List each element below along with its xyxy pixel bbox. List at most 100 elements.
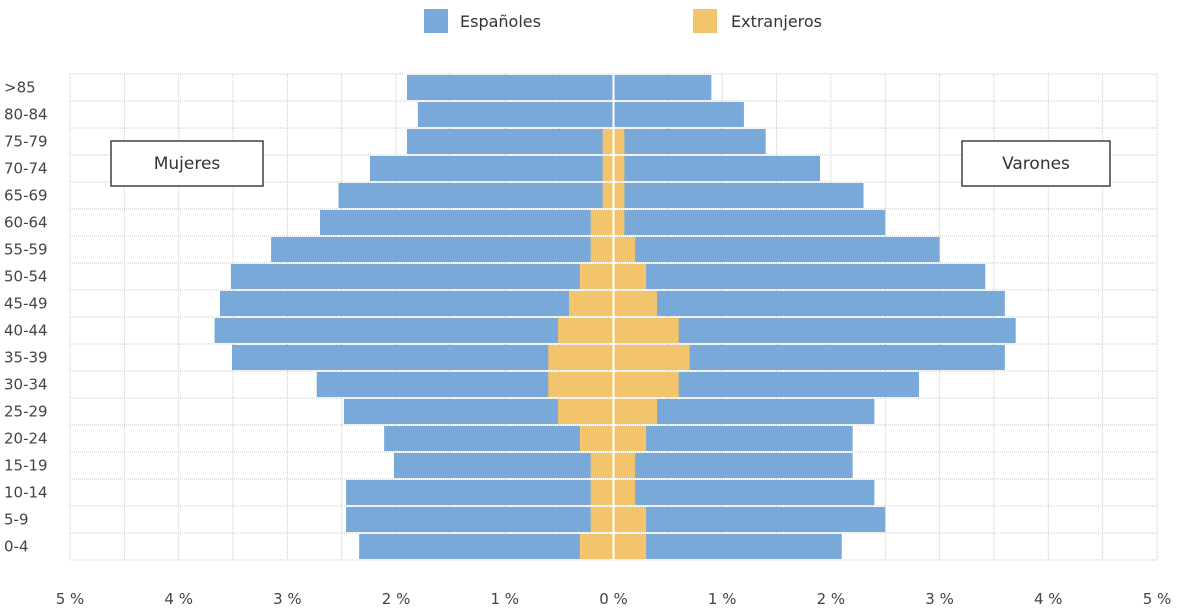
age-tick-label: 25-29 <box>4 403 48 421</box>
bar-mujeres-extranjeros-20-24 <box>579 426 614 451</box>
bar-mujeres-extranjeros-25-29 <box>558 399 614 424</box>
age-tick-label: 40-44 <box>4 322 48 340</box>
varones-label: Varones <box>1002 154 1070 174</box>
bar-varones-extranjeros-50-54 <box>613 264 647 289</box>
age-tick-label: 75-79 <box>4 133 48 151</box>
percent-tick-label: 0 % <box>599 590 628 608</box>
bar-mujeres-extranjeros-75-79 <box>602 129 614 154</box>
bar-varones-extranjeros-75-79 <box>613 129 625 154</box>
percent-tick-label: 5 % <box>1143 590 1172 608</box>
bar-varones-extranjeros-65-69 <box>613 183 625 208</box>
bar-mujeres-espanoles-0-4 <box>359 534 614 559</box>
bar-mujeres-espanoles-50-54 <box>230 264 614 289</box>
bar-mujeres-extranjeros-15-19 <box>590 453 614 478</box>
bar-varones-extranjeros-55-59 <box>613 237 636 262</box>
bar-mujeres-espanoles-70-74 <box>370 156 614 181</box>
bar-mujeres-espanoles-55-59 <box>271 237 614 262</box>
bar-varones-extranjeros-35-39 <box>613 345 690 370</box>
age-tick-label: 20-24 <box>4 430 48 448</box>
bar-varones-extranjeros-70-74 <box>613 156 625 181</box>
bar-mujeres-espanoles-75-79 <box>406 129 614 154</box>
age-tick-label: 35-39 <box>4 349 48 367</box>
bar-varones-espanoles-15-19 <box>613 453 853 478</box>
bar-mujeres-extranjeros-70-74 <box>602 156 614 181</box>
age-axis: 0-4 5-9 10-14 15-19 20-24 25-29 30-34 35-39 40-4… <box>4 79 48 556</box>
bar-varones-espanoles-0-4 <box>613 534 842 559</box>
bar-mujeres-espanoles-5-9 <box>346 507 614 532</box>
mujeres-label: Mujeres <box>154 154 221 174</box>
percent-tick-label: 1 % <box>708 590 737 608</box>
bar-mujeres-extranjeros-30-34 <box>548 372 614 397</box>
mujeres-label-box: Mujeres <box>110 140 264 187</box>
bar-mujeres-espanoles-60-64 <box>320 210 614 235</box>
bars <box>214 74 1016 560</box>
bar-mujeres-extranjeros-35-39 <box>548 345 614 370</box>
legend-swatch-espanoles <box>424 9 448 33</box>
bar-varones-espanoles-10-14 <box>613 480 875 505</box>
bar-varones-extranjeros-45-49 <box>613 291 657 316</box>
legend-label-extranjeros: Extranjeros <box>731 12 822 31</box>
bar-varones-espanoles-55-59 <box>613 237 940 262</box>
age-tick-label: 65-69 <box>4 187 48 205</box>
bar-varones-extranjeros-20-24 <box>613 426 647 451</box>
age-tick-label: 10-14 <box>4 484 48 502</box>
percent-tick-label: 4 % <box>1034 590 1063 608</box>
bar-varones-espanoles-45-49 <box>613 291 1005 316</box>
legend-label-espanoles: Españoles <box>460 12 541 31</box>
bar-varones-espanoles-80-84 <box>613 102 744 127</box>
bar-varones-espanoles-20-24 <box>613 426 853 451</box>
age-tick-label: 5-9 <box>4 511 29 529</box>
bar-mujeres-espanoles-40-44 <box>214 318 614 343</box>
bar-varones-espanoles-60-64 <box>613 210 886 235</box>
percent-tick-label: 1 % <box>491 590 520 608</box>
bar-mujeres-espanoles-80-84 <box>417 102 614 127</box>
age-tick-label: >85 <box>4 79 36 97</box>
age-tick-label: 50-54 <box>4 268 48 286</box>
age-tick-label: 80-84 <box>4 106 48 124</box>
age-tick-label: 45-49 <box>4 295 48 313</box>
bar-varones-extranjeros-60-64 <box>613 210 625 235</box>
bar-mujeres-extranjeros-50-54 <box>579 264 614 289</box>
bar-mujeres-extranjeros-40-44 <box>558 318 614 343</box>
percent-tick-label: 2 % <box>382 590 411 608</box>
bar-varones-espanoles-5-9 <box>613 507 886 532</box>
bar-mujeres-extranjeros-5-9 <box>590 507 614 532</box>
legend-swatch-extranjeros <box>693 9 717 33</box>
bar-mujeres-espanoles-10-14 <box>346 480 614 505</box>
bar-mujeres-extranjeros-65-69 <box>602 183 614 208</box>
bar-varones-extranjeros-30-34 <box>613 372 679 397</box>
age-tick-label: 70-74 <box>4 160 48 178</box>
bar-mujeres-espanoles->85 <box>406 75 614 100</box>
bar-varones-extranjeros-10-14 <box>613 480 636 505</box>
percent-tick-label: 5 % <box>56 590 85 608</box>
bar-mujeres-extranjeros-60-64 <box>590 210 614 235</box>
bar-varones-extranjeros-25-29 <box>613 399 657 424</box>
bar-varones-espanoles-40-44 <box>613 318 1016 343</box>
bar-varones-espanoles-70-74 <box>613 156 821 181</box>
bar-mujeres-espanoles-65-69 <box>338 183 614 208</box>
bar-varones-extranjeros-40-44 <box>613 318 679 343</box>
bar-varones-extranjeros-15-19 <box>613 453 636 478</box>
bar-mujeres-extranjeros-55-59 <box>590 237 614 262</box>
bar-mujeres-extranjeros-0-4 <box>579 534 614 559</box>
age-tick-label: 0-4 <box>4 538 29 556</box>
percent-tick-label: 3 % <box>273 590 302 608</box>
bar-varones-espanoles->85 <box>613 75 712 100</box>
age-tick-label: 55-59 <box>4 241 48 259</box>
percent-tick-label: 3 % <box>925 590 954 608</box>
age-tick-label: 15-19 <box>4 457 48 475</box>
bar-mujeres-espanoles-45-49 <box>220 291 614 316</box>
bar-varones-espanoles-65-69 <box>613 183 864 208</box>
bar-varones-espanoles-75-79 <box>613 129 766 154</box>
percent-axis: 5 % 4 % 3 % 2 % 1 % 0 % 1 % 2 % 3 % 4 % 5 % <box>56 590 1172 608</box>
bar-varones-extranjeros-0-4 <box>613 534 647 559</box>
bar-mujeres-extranjeros-10-14 <box>590 480 614 505</box>
age-tick-label: 30-34 <box>4 376 48 394</box>
varones-label-box: Varones <box>961 140 1111 187</box>
bar-varones-extranjeros-5-9 <box>613 507 647 532</box>
percent-tick-label: 4 % <box>164 590 193 608</box>
bar-mujeres-espanoles-15-19 <box>393 453 614 478</box>
percent-tick-label: 2 % <box>817 590 846 608</box>
bar-mujeres-extranjeros-45-49 <box>568 291 614 316</box>
